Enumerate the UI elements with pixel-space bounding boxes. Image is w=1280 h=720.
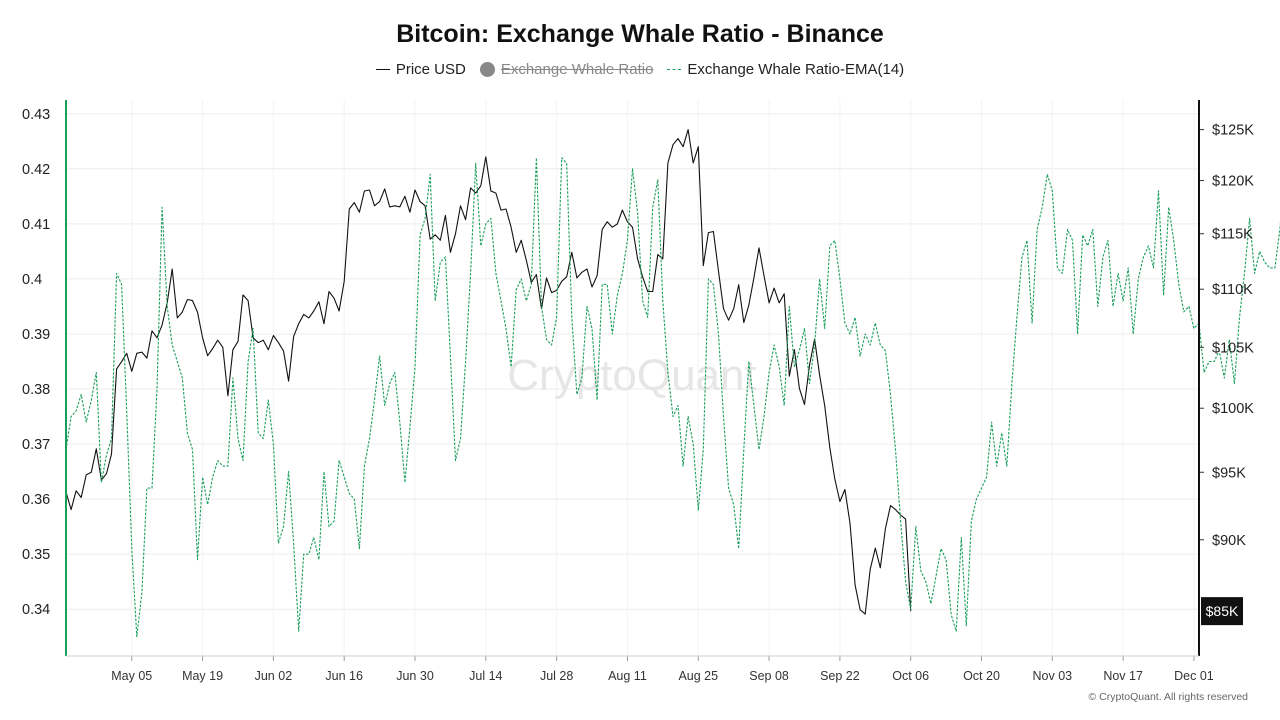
legend-item-whale-ratio[interactable]: Exchange Whale Ratio bbox=[479, 61, 654, 78]
left-tick-label: 0.39 bbox=[22, 327, 50, 343]
left-tick-label: 0.35 bbox=[22, 547, 50, 563]
x-tick-label: Nov 17 bbox=[1103, 669, 1143, 683]
right-tick-label: $100K bbox=[1212, 401, 1254, 417]
left-tick-label: 0.41 bbox=[22, 217, 50, 233]
x-tick-label: Jul 14 bbox=[469, 669, 502, 683]
copyright-notice: © CryptoQuant. All rights reserved bbox=[1088, 691, 1248, 703]
x-tick-label: Nov 03 bbox=[1033, 669, 1073, 683]
left-tick-label: 0.42 bbox=[22, 162, 50, 178]
left-tick-label: 0.4 bbox=[22, 272, 42, 288]
x-tick-label: Jun 30 bbox=[396, 669, 434, 683]
legend-label-whale-ratio: Exchange Whale Ratio bbox=[500, 61, 654, 78]
left-tick-label: 0.34 bbox=[22, 602, 50, 618]
right-tick-label: $95K bbox=[1212, 465, 1246, 481]
x-tick-label: Sep 08 bbox=[749, 669, 789, 683]
line-swatch-icon bbox=[375, 69, 390, 70]
right-tick-label: $105K bbox=[1212, 340, 1254, 356]
right-tick-label: $110K bbox=[1212, 282, 1253, 298]
x-tick-label: Jun 16 bbox=[325, 669, 363, 683]
x-tick-label: Oct 20 bbox=[963, 669, 1000, 683]
series-line-price bbox=[65, 129, 912, 615]
left-tick-label: 0.37 bbox=[22, 437, 50, 453]
legend-item-price[interactable]: Price USD bbox=[375, 61, 466, 78]
right-tick-label: $90K bbox=[1212, 533, 1246, 549]
x-tick-label: Sep 22 bbox=[820, 669, 860, 683]
x-tick-label: May 19 bbox=[182, 669, 223, 683]
left-tick-label: 0.36 bbox=[22, 492, 50, 508]
axes: 0.43 0.42 0.41 0.4 0.39 0.38 0.37 0.36 0.35 0.34 M… bbox=[22, 100, 1254, 683]
circle-swatch-icon bbox=[479, 62, 495, 77]
right-tick-label: $115K bbox=[1212, 227, 1253, 243]
last-price-label: $85K bbox=[1206, 603, 1239, 619]
gridlines bbox=[66, 100, 1199, 656]
legend-item-ema[interactable]: Exchange Whale Ratio-EMA(14) bbox=[667, 61, 904, 78]
chart-title: Bitcoin: Exchange Whale Ratio - Binance bbox=[396, 20, 884, 48]
x-tick-label: May 05 bbox=[111, 669, 152, 683]
x-tick-label: Jun 02 bbox=[255, 669, 293, 683]
right-tick-label: $120K bbox=[1212, 174, 1254, 190]
x-tick-label: Aug 25 bbox=[678, 669, 718, 683]
x-tick-label: Jul 28 bbox=[540, 669, 573, 683]
legend-label-ema: Exchange Whale Ratio-EMA(14) bbox=[687, 61, 905, 78]
chart-legend: Price USD Exchange Whale Ratio Exchange … bbox=[0, 61, 1280, 78]
x-tick-label: Aug 11 bbox=[608, 669, 647, 683]
x-tick-label: Dec 01 bbox=[1174, 669, 1214, 683]
series-line-ema bbox=[65, 157, 1280, 638]
right-tick-label: $125K bbox=[1212, 123, 1254, 139]
legend-label-price: Price USD bbox=[395, 61, 466, 78]
watermark: CryptoQuant bbox=[507, 351, 756, 400]
last-price-badge bbox=[1201, 597, 1243, 626]
left-tick-label: 0.43 bbox=[22, 107, 50, 123]
x-tick-label: Oct 06 bbox=[892, 669, 929, 683]
dashed-line-swatch-icon bbox=[667, 69, 682, 70]
series-layer bbox=[65, 129, 1280, 638]
left-tick-label: 0.38 bbox=[22, 382, 50, 398]
